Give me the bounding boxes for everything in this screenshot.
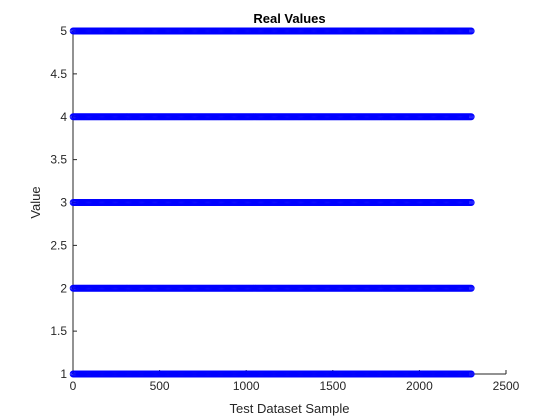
- data-point: [467, 113, 475, 121]
- y-tick-label: 1.5: [50, 324, 67, 338]
- y-ticks: 1 1.5 2 2.5 3 3.5 4 4.5 5: [50, 24, 77, 381]
- y-tick-label: 4: [60, 110, 67, 124]
- y-axis-label: Value: [28, 186, 43, 218]
- y-tick-label: 2.5: [50, 238, 67, 252]
- x-tick-label: 0: [70, 379, 77, 393]
- x-axis-label: Test Dataset Sample: [230, 401, 350, 416]
- data-point: [467, 284, 475, 292]
- y-tick-label: 5: [60, 24, 67, 38]
- y-tick-label: 1: [60, 367, 67, 381]
- chart-title: Real Values: [253, 11, 325, 26]
- y-tick-label: 2: [60, 281, 67, 295]
- x-ticks: 0 500 1000 1500 2000 2500: [70, 370, 520, 393]
- data-point: [467, 27, 475, 35]
- y-tick-label: 4.5: [50, 67, 67, 81]
- y-tick-label: 3.5: [50, 153, 67, 167]
- data-point: [467, 370, 475, 378]
- x-tick-label: 500: [150, 379, 170, 393]
- y-tick-label: 3: [60, 196, 67, 210]
- data-point: [467, 199, 475, 206]
- x-tick-label: 1500: [319, 379, 346, 393]
- x-tick-label: 1000: [233, 379, 260, 393]
- x-tick-label: 2500: [493, 379, 520, 393]
- x-tick-label: 2000: [406, 379, 433, 393]
- data-points: [69, 27, 475, 378]
